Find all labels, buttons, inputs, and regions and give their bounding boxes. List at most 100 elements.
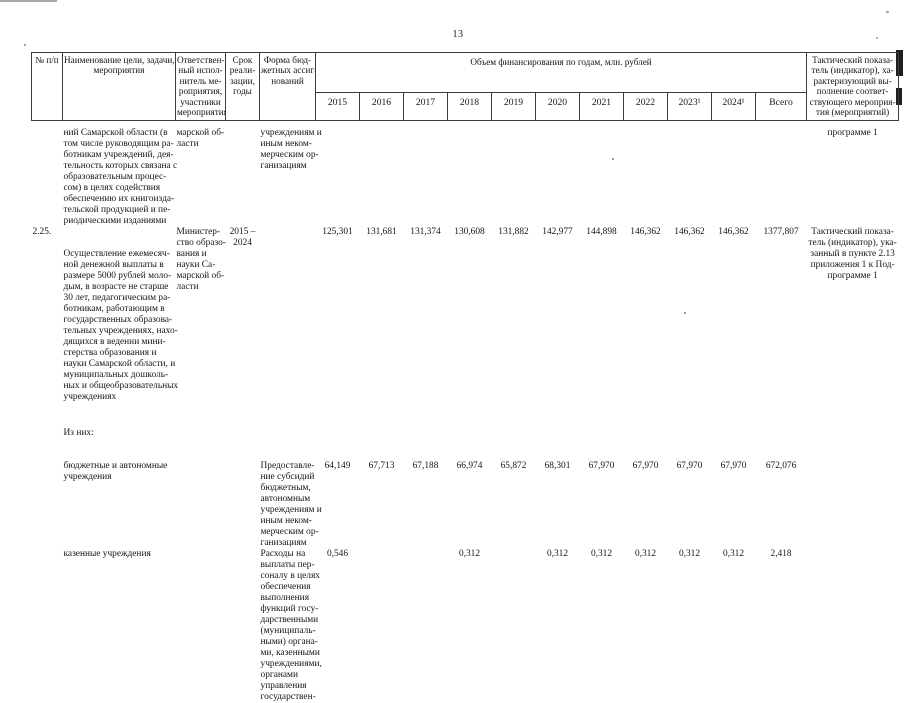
value-2016 — [360, 549, 404, 703]
value-2024 — [712, 121, 756, 228]
value-2024: 0,312 — [722, 549, 745, 559]
col-header-year-2018: 2018 — [447, 92, 492, 121]
col-header-year-2021: 2021 — [579, 92, 624, 121]
value-total: 1377,807 — [763, 227, 799, 237]
col-header-total: Всего — [754, 92, 808, 121]
col-header-year-2024: 2024¹ — [711, 92, 756, 121]
tactical-indicator: программе 1 — [827, 128, 878, 138]
table-row-2-25: 2.25. Осуществление ежемесяч- ной денежн… — [32, 227, 899, 461]
budget-form: учреждениям и иным неком- мерческим ор- … — [260, 128, 322, 171]
value-2023: 0,312 — [678, 549, 701, 559]
value-total: 672,076 — [765, 461, 797, 471]
implementation-period — [226, 461, 260, 549]
col-header-financing: Объем финансирования по годам, млн. рубл… — [314, 52, 808, 93]
value-2024: 67,970 — [720, 461, 747, 471]
scan-artifact-mark — [896, 50, 903, 76]
row-number — [32, 549, 63, 703]
value-2022: 67,970 — [632, 461, 659, 471]
col-header-responsible: Ответствен- ный испол- нитель ме- роприя… — [175, 52, 226, 121]
col-header-year-2019: 2019 — [491, 92, 536, 121]
value-2018: 0,312 — [458, 549, 481, 559]
scan-artifact-dot — [612, 158, 614, 160]
col-header-year-2015: 2015 — [315, 92, 360, 121]
value-2017 — [404, 549, 448, 703]
header-row-main: № п/п Наименование цели, задачи, меропри… — [31, 52, 900, 121]
scan-artifact-line — [0, 0, 57, 2]
value-2020: 142,977 — [542, 227, 573, 237]
col-header-name: Наименование цели, задачи, мероприятия — [62, 52, 176, 121]
table-row-budget-autonomous: бюджетные и автономные учреждения Предос… — [32, 461, 899, 549]
value-2021: 67,970 — [588, 461, 615, 471]
table-row-continuation: ний Самарской области (в том числе руков… — [32, 121, 899, 228]
value-2019: 131,882 — [498, 227, 529, 237]
value-2020: 0,312 — [546, 549, 569, 559]
measure-name: ний Самарской области (в том числе руков… — [63, 128, 178, 226]
responsible-executor: марской об- ласти — [176, 128, 225, 149]
col-header-period: Срок реали- зации, годы — [225, 52, 260, 121]
implementation-period — [226, 549, 260, 703]
responsible-executor: Министер- ство образо- вания и науки Са-… — [176, 227, 226, 292]
value-2017: 131,374 — [410, 227, 441, 237]
value-2022 — [624, 121, 668, 228]
budget-form: Расходы на выплаты пер- соналу в целях о… — [260, 549, 322, 702]
implementation-period: 2015 – 2024 — [229, 227, 256, 248]
value-2015: 0,546 — [326, 549, 349, 559]
col-header-form: Форма бюд- жетных ассиг- нований — [259, 52, 316, 121]
col-header-year-2016: 2016 — [359, 92, 404, 121]
value-2019 — [492, 121, 536, 228]
responsible-executor — [176, 461, 226, 549]
measure-name: казенные учреждения — [63, 549, 151, 559]
financing-table: № п/п Наименование цели, задачи, меропри… — [31, 52, 900, 703]
value-2018: 66,974 — [456, 461, 483, 471]
scan-artifact-dot — [876, 37, 878, 39]
value-2023: 67,970 — [676, 461, 703, 471]
value-2017: 67,188 — [412, 461, 439, 471]
of-them-label: Из них: — [63, 428, 94, 438]
col-header-indicator: Тактический показа- тель (индикатор), ха… — [806, 52, 900, 121]
responsible-executor — [176, 549, 226, 703]
tactical-indicator: Тактический показа- тель (индикатор), ук… — [808, 227, 897, 281]
value-2018 — [448, 121, 492, 228]
value-2017 — [404, 121, 448, 228]
value-2020: 68,301 — [544, 461, 571, 471]
row-number — [32, 461, 63, 549]
value-2023 — [668, 121, 712, 228]
measure-name: Осуществление ежемесяч- ной денежной вып… — [63, 227, 179, 461]
value-2020 — [536, 121, 580, 228]
value-2022: 146,362 — [630, 227, 661, 237]
value-2015: 125,301 — [322, 227, 353, 237]
value-2021: 0,312 — [590, 549, 613, 559]
value-2018: 130,608 — [454, 227, 485, 237]
row-number — [32, 121, 63, 228]
col-header-year-2020: 2020 — [535, 92, 580, 121]
scan-artifact-dot — [684, 312, 686, 314]
scan-artifact-dot — [24, 44, 26, 46]
tactical-indicator — [807, 461, 899, 549]
tactical-indicator — [807, 549, 899, 703]
value-2023: 146,362 — [674, 227, 705, 237]
value-total: 2,418 — [770, 549, 792, 559]
col-header-num: № п/п — [31, 52, 63, 121]
implementation-period — [226, 121, 260, 228]
value-2021 — [580, 121, 624, 228]
value-total — [756, 121, 807, 228]
budget-form: Предоставле- ние субсидий бюджетным, авт… — [260, 461, 322, 548]
page-number: 13 — [452, 29, 464, 40]
measure-name: бюджетные и автономные учреждения — [63, 461, 168, 482]
table-row-state-institutions: казенные учреждения Расходы на выплаты п… — [32, 549, 899, 703]
value-2015: 64,149 — [324, 461, 351, 471]
value-2016: 131,681 — [366, 227, 397, 237]
value-2016: 67,713 — [368, 461, 395, 471]
header-row-years: 2015 2016 2017 2018 2019 2020 2021 2022 … — [32, 92, 899, 121]
value-2021: 144,898 — [586, 227, 617, 237]
col-header-year-2022: 2022 — [623, 92, 668, 121]
scan-artifact-mark — [896, 88, 902, 105]
col-header-year-2023: 2023¹ — [667, 92, 712, 121]
value-2016 — [360, 121, 404, 228]
value-2024: 146,362 — [718, 227, 749, 237]
value-2015 — [316, 121, 360, 228]
row-number: 2.25. — [32, 227, 52, 237]
budget-form — [260, 227, 316, 461]
value-2019: 65,872 — [500, 461, 527, 471]
measure-name-text: Осуществление ежемесяч- ной денежной вып… — [63, 249, 179, 402]
